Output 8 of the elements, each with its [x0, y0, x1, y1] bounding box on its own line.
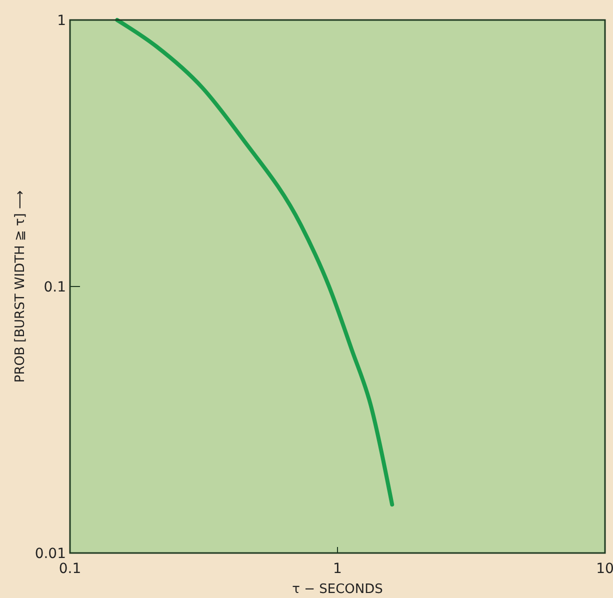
x-tick-label: 10: [596, 561, 613, 577]
x-axis-title: τ − SECONDS: [292, 582, 383, 597]
y-tick-label: 0.1: [44, 280, 66, 296]
y-tick-label: 1: [57, 13, 66, 29]
x-tick-label: 0.1: [58, 561, 82, 577]
x-tick-label: 1: [333, 561, 342, 577]
y-axis-title: PROB [BURST WIDTH ≧ τ] ⟶: [13, 190, 28, 383]
y-tick-label: 0.01: [34, 546, 66, 562]
